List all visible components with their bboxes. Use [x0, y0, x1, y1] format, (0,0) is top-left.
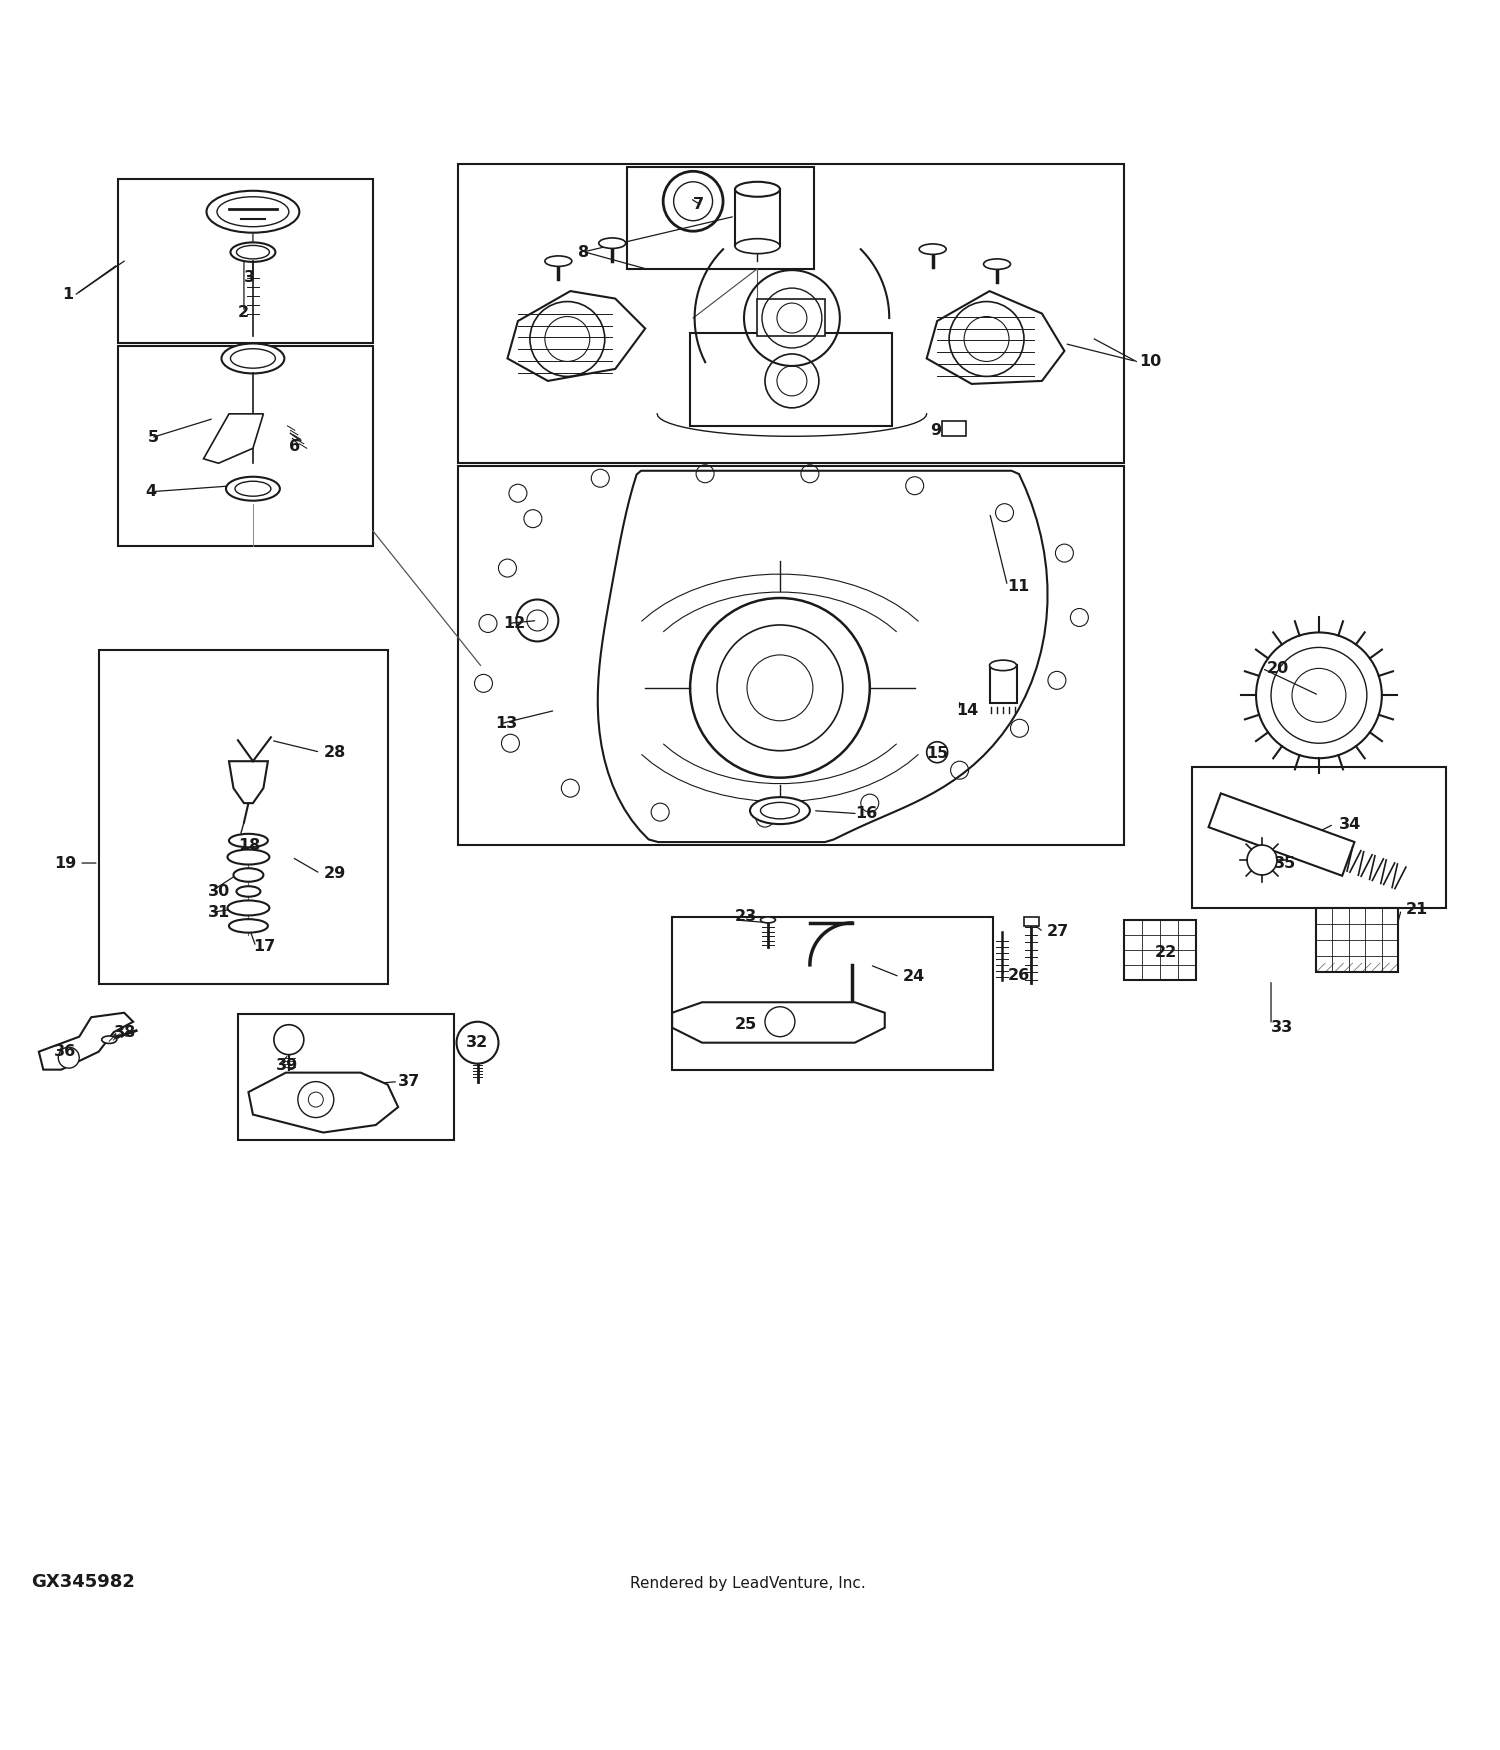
Ellipse shape [207, 191, 300, 233]
Text: 34: 34 [1338, 817, 1360, 831]
Text: 1: 1 [62, 287, 74, 301]
Text: 24: 24 [903, 970, 926, 984]
Circle shape [274, 1026, 304, 1055]
Text: 4: 4 [146, 485, 156, 499]
Text: 23: 23 [735, 910, 758, 924]
Text: 27: 27 [1047, 924, 1068, 940]
Text: 35: 35 [1274, 856, 1296, 870]
Ellipse shape [760, 803, 800, 819]
Text: 10: 10 [1140, 354, 1161, 369]
Polygon shape [672, 1003, 885, 1043]
Text: 17: 17 [254, 940, 274, 954]
Text: 29: 29 [324, 866, 345, 880]
Bar [627, 166, 815, 268]
Ellipse shape [598, 238, 625, 248]
Text: 31: 31 [209, 905, 231, 920]
Bar [690, 332, 892, 425]
Polygon shape [249, 1073, 398, 1132]
Ellipse shape [102, 1036, 117, 1043]
Text: LEADVENTURE: LEADVENTURE [460, 798, 830, 847]
Text: 8: 8 [578, 245, 590, 259]
Text: 5: 5 [148, 430, 159, 444]
Bar [990, 665, 1017, 704]
Text: 22: 22 [1155, 945, 1176, 961]
Circle shape [1246, 845, 1276, 875]
Text: 30: 30 [209, 884, 231, 900]
Text: 7: 7 [693, 196, 703, 212]
Ellipse shape [231, 348, 276, 367]
Ellipse shape [735, 182, 780, 196]
Ellipse shape [750, 798, 810, 824]
Text: 16: 16 [855, 807, 877, 821]
Text: 33: 33 [1270, 1020, 1293, 1036]
Text: 20: 20 [1266, 662, 1288, 676]
Text: 21: 21 [1406, 901, 1428, 917]
Ellipse shape [228, 901, 270, 915]
Text: 14: 14 [957, 704, 980, 717]
Bar [1191, 766, 1446, 908]
Circle shape [58, 1046, 80, 1068]
Ellipse shape [226, 476, 280, 500]
Bar [99, 651, 387, 984]
Text: 9: 9 [930, 424, 940, 438]
Ellipse shape [234, 868, 264, 882]
Ellipse shape [984, 259, 1011, 270]
Ellipse shape [231, 243, 276, 262]
Polygon shape [39, 1013, 134, 1069]
Text: Rendered by LeadVenture, Inc.: Rendered by LeadVenture, Inc. [630, 1575, 866, 1591]
Polygon shape [507, 290, 645, 382]
Ellipse shape [544, 255, 572, 266]
Ellipse shape [920, 243, 946, 254]
Text: 37: 37 [398, 1074, 420, 1088]
Ellipse shape [990, 660, 1017, 670]
Ellipse shape [237, 886, 261, 896]
Ellipse shape [760, 917, 776, 922]
Text: 3: 3 [244, 270, 255, 285]
Bar [458, 164, 1125, 464]
Bar [118, 346, 372, 546]
Text: 15: 15 [927, 746, 950, 761]
Bar [1316, 908, 1398, 973]
Bar [238, 1015, 453, 1139]
Polygon shape [204, 413, 264, 464]
Bar [758, 299, 825, 336]
Polygon shape [927, 290, 1065, 383]
Ellipse shape [236, 481, 272, 497]
Text: 39: 39 [276, 1057, 297, 1073]
Ellipse shape [735, 238, 780, 254]
Circle shape [456, 1022, 498, 1064]
Ellipse shape [237, 245, 270, 259]
Bar [1024, 917, 1039, 926]
Text: 11: 11 [1008, 579, 1031, 593]
Text: 28: 28 [324, 746, 345, 760]
Ellipse shape [230, 919, 268, 933]
Bar [942, 422, 966, 436]
Text: 19: 19 [54, 856, 76, 870]
Text: 26: 26 [1008, 968, 1031, 984]
Polygon shape [1209, 793, 1354, 875]
Text: 13: 13 [495, 716, 517, 732]
Text: 38: 38 [114, 1026, 136, 1040]
Bar [1125, 920, 1196, 980]
Bar [118, 178, 372, 343]
Text: 2: 2 [238, 304, 249, 320]
Bar [672, 917, 993, 1069]
Ellipse shape [230, 833, 268, 847]
Text: 18: 18 [238, 838, 260, 852]
Text: 32: 32 [465, 1036, 488, 1050]
Text: 25: 25 [735, 1017, 758, 1032]
Ellipse shape [228, 849, 270, 864]
Text: GX345982: GX345982 [32, 1573, 135, 1591]
Bar [735, 189, 780, 247]
Ellipse shape [217, 196, 290, 228]
Text: 12: 12 [503, 616, 525, 632]
Text: 36: 36 [54, 1045, 76, 1059]
Bar [458, 466, 1125, 845]
Polygon shape [598, 471, 1047, 842]
Text: 6: 6 [290, 439, 300, 455]
Polygon shape [230, 761, 268, 803]
Ellipse shape [222, 343, 285, 373]
